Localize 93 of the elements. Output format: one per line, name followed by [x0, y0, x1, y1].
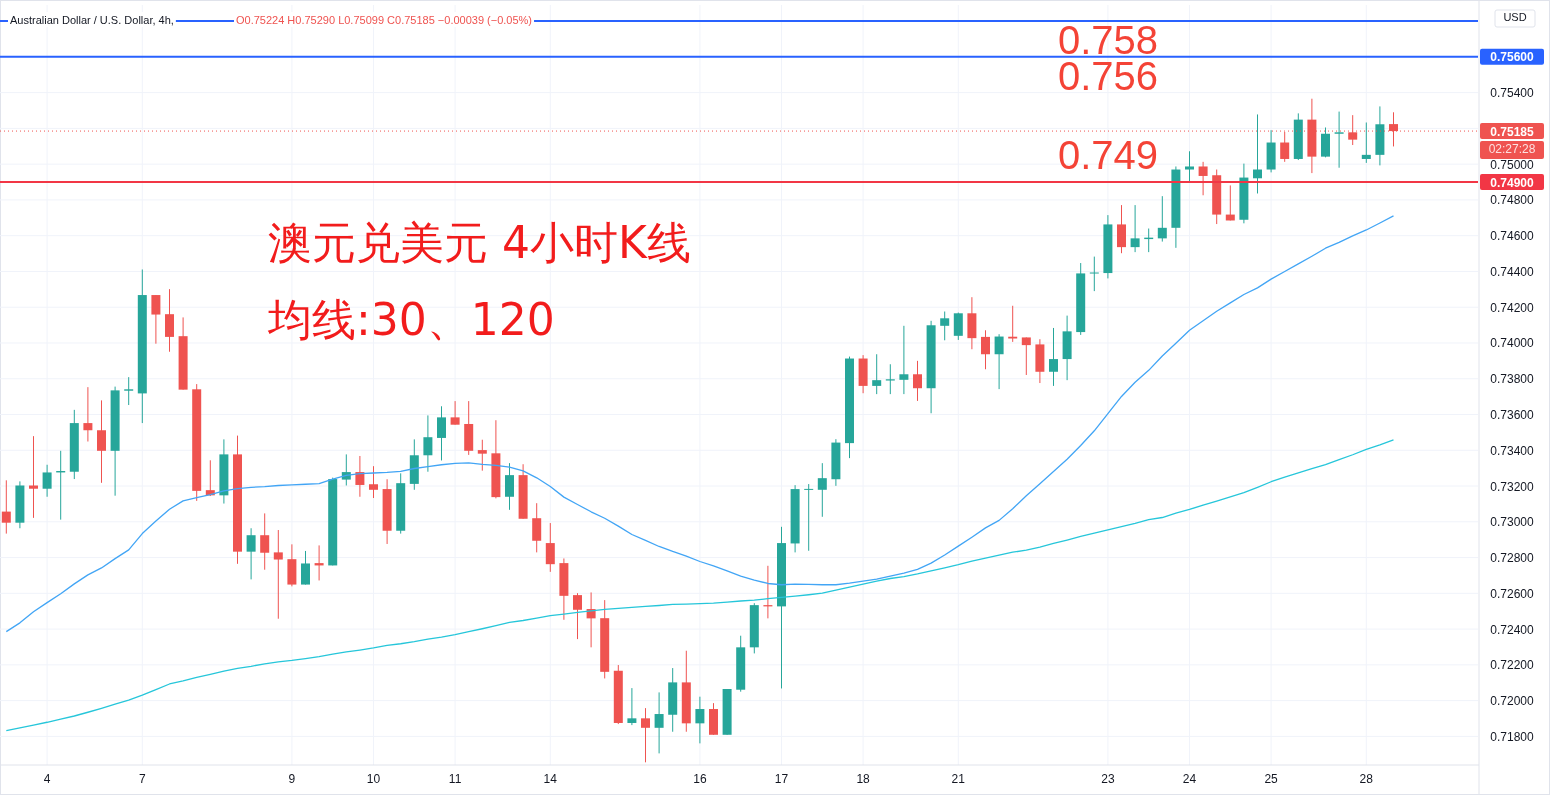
candlestick: [165, 288, 174, 353]
candlestick: [899, 325, 909, 395]
candlestick: [437, 405, 446, 461]
candlestick: [1253, 113, 1262, 194]
y-tick-label: 0.71800: [1490, 729, 1535, 744]
y-tick-label: 0.72000: [1490, 694, 1535, 709]
x-tick-label: 9: [288, 772, 296, 786]
ref-line-label: 0.75600: [1490, 50, 1535, 65]
candlestick: [872, 353, 882, 395]
y-tick-label: 0.74200: [1490, 300, 1535, 315]
candlestick: [246, 527, 256, 580]
candlestick: [124, 376, 134, 406]
y-tick-label: 0.73800: [1490, 372, 1535, 387]
candlestick: [1, 479, 11, 535]
candlestick: [450, 400, 460, 426]
y-tick-label: 0.74400: [1490, 264, 1535, 279]
y-tick-label: 0.73600: [1490, 408, 1535, 423]
y-tick-label: 0.73200: [1490, 479, 1535, 494]
candlestick: [1321, 126, 1330, 158]
x-tick-label: 17: [774, 772, 789, 786]
text: USD: [1503, 11, 1527, 23]
candlestick: [369, 465, 378, 499]
y-tick-label: 0.72200: [1490, 658, 1535, 673]
y-tick-label: 0.73400: [1490, 443, 1535, 458]
x-tick-label: 4: [43, 772, 51, 786]
candlestick: [641, 707, 650, 763]
x-tick-label: 21: [951, 772, 966, 786]
x-tick-label: 7: [138, 772, 146, 786]
candlestick: [423, 414, 433, 473]
candlestick: [1157, 195, 1167, 243]
candlestick: [260, 512, 270, 571]
y-tick-label: 0.75400: [1490, 86, 1535, 101]
candlestick: [29, 435, 38, 519]
text: O0.75224 H0.75290 L0.75099 C0.75185 −0.00039 (−0.05%): [236, 14, 533, 26]
text: 02:27:28: [1488, 142, 1536, 156]
candlestick: [1334, 111, 1344, 169]
candlestick: [953, 312, 963, 341]
text: Australian Dollar / U.S. Dollar, 4h,: [10, 14, 174, 26]
candlestick: [477, 439, 487, 472]
x-tick-label: 23: [1101, 772, 1115, 786]
ref-line-label: 0.75185: [1490, 124, 1535, 139]
x-tick-label: 10: [366, 772, 381, 786]
x-tick-label: 11: [448, 772, 462, 786]
candlestick: [885, 363, 895, 395]
y-tick-label: 0.74800: [1490, 193, 1535, 208]
ref-line-label: 0.74900: [1490, 175, 1535, 190]
candlestick: [1117, 204, 1126, 254]
y-tick-label: 0.73000: [1490, 515, 1535, 530]
candlestick: [1130, 204, 1140, 253]
candlestick: [654, 691, 664, 754]
x-tick-label: 25: [1264, 772, 1279, 786]
candlestick: [42, 464, 52, 498]
candlestick: [1089, 256, 1099, 292]
candlestick: [273, 529, 283, 620]
candlestick: [695, 696, 705, 744]
annotation: 澳元兑美元 4小时K线: [268, 217, 691, 268]
candlestick: [97, 399, 106, 484]
candlestick: [1185, 150, 1194, 182]
candlestick: [627, 687, 637, 726]
candlestick: [994, 333, 1004, 390]
annotation: 0.749: [1058, 133, 1159, 178]
line-series: [5, 215, 1395, 633]
candlestick: [1198, 161, 1208, 196]
annotation: 均线:30、120: [267, 294, 555, 345]
candlestick: [1049, 327, 1058, 387]
y-tick-label: 0.72600: [1490, 586, 1535, 601]
candlestick: [83, 386, 93, 443]
candlestick: [505, 462, 514, 511]
x-tick-label: 14: [543, 772, 558, 786]
y-tick-label: 0.72400: [1490, 622, 1535, 637]
y-tick-label: 0.74000: [1490, 336, 1535, 351]
candlestick: [532, 502, 542, 553]
candlestick: [1021, 336, 1031, 376]
x-tick-label: 18: [856, 772, 871, 786]
y-tick-label: 0.75000: [1490, 157, 1535, 172]
candlestick: [981, 329, 990, 370]
candlestick: [913, 360, 922, 402]
x-tick-label: 28: [1359, 772, 1374, 786]
y-tick-label: 0.74600: [1490, 229, 1535, 244]
candlestick: [301, 550, 310, 586]
y-tick-label: 0.72800: [1490, 551, 1535, 566]
line-series: [5, 439, 1395, 732]
candlestick: [804, 483, 814, 552]
x-tick-label: 24: [1182, 772, 1197, 786]
candlestick: [1361, 121, 1371, 164]
candlestick: [573, 592, 582, 640]
candlestick: [545, 522, 555, 573]
candlestick: [1008, 305, 1018, 343]
x-tick-label: 16: [693, 772, 707, 786]
candlestick: [355, 455, 365, 498]
candlestick: [940, 311, 950, 341]
candlestick: [151, 294, 161, 345]
candlestick: [817, 462, 827, 518]
